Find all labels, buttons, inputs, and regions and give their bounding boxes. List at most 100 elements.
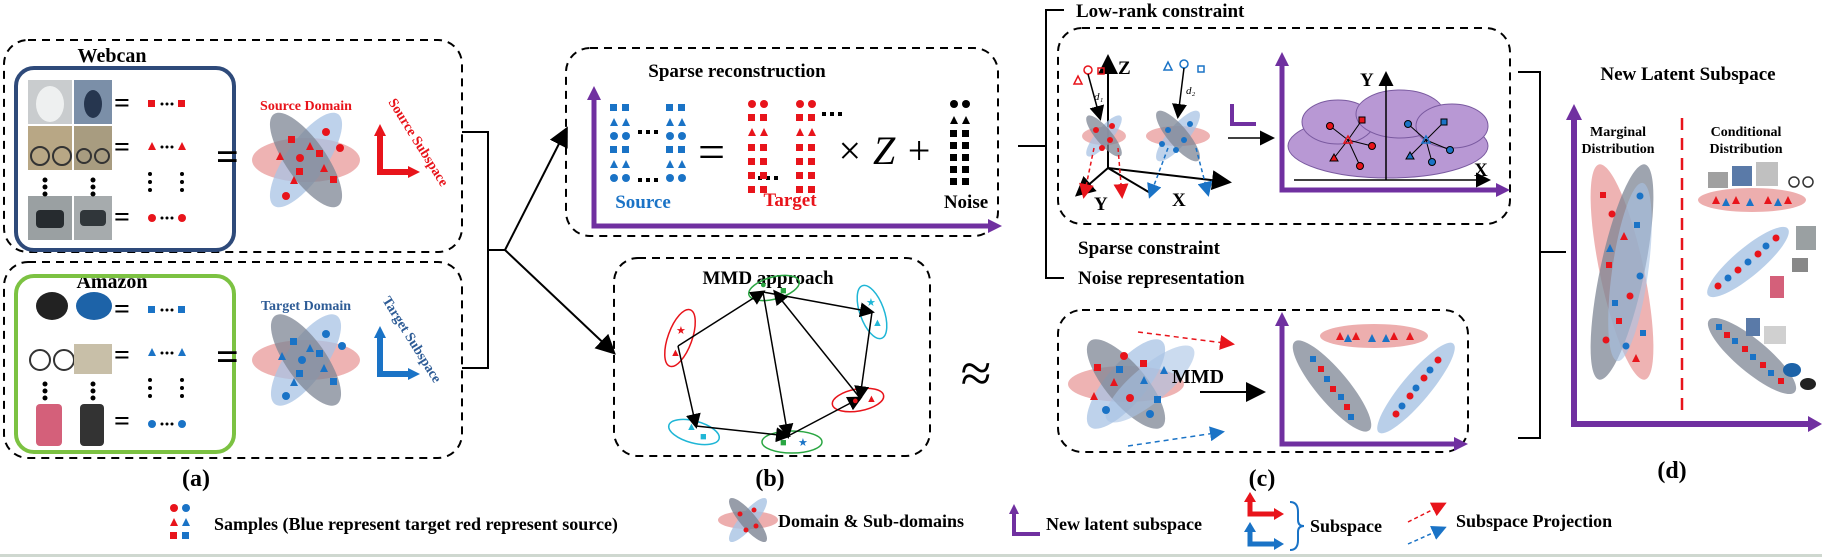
svg-text:▲: ▲ (686, 421, 697, 433)
marginal-distribution-label: Marginal Distribution (1581, 125, 1654, 157)
cloud-shape (1287, 89, 1489, 179)
times-z-plus: × Z + (836, 128, 932, 173)
mixed-cluster (1068, 339, 1195, 429)
mmd-graph: ★▲ ● ■ ★▲ ● ▲ ▲■ ■ ★ (664, 274, 888, 454)
bottom-strip (0, 554, 1822, 557)
svg-text:★: ★ (676, 325, 686, 337)
webcan-thumbnails (28, 80, 112, 240)
caption-b: (b) (755, 466, 784, 492)
caption-a: (a) (182, 466, 210, 492)
svg-text:▲: ▲ (866, 393, 877, 405)
connector-c-d (1518, 71, 1566, 439)
source-domain-label: Source Domain (260, 99, 352, 114)
caption-d: (d) (1657, 458, 1686, 484)
svg-text:■: ■ (780, 437, 787, 449)
svg-text:■: ■ (700, 431, 707, 443)
thumb-amazon-mouse-2 (76, 292, 112, 320)
svg-text:●: ● (852, 395, 859, 407)
legend-latent: New latent subspace (1046, 514, 1202, 534)
source-matrix (610, 104, 686, 182)
thumb-amazon-bike (29, 349, 51, 371)
caption-c: (c) (1249, 466, 1276, 492)
source-star-graph (1326, 116, 1376, 170)
connector-b-c (1018, 9, 1064, 279)
svg-text:■: ■ (780, 285, 787, 297)
webcan-sample-vectors (148, 100, 186, 222)
legend-samples: Samples (Blue represent target red repre… (214, 514, 618, 535)
svg-text:=: = (114, 202, 130, 233)
legend: Samples (Blue represent target red repre… (170, 492, 1612, 551)
separated-clusters (1292, 324, 1455, 434)
domain-legend-icon (718, 497, 778, 543)
svg-text:=: = (114, 132, 130, 163)
thumb-amazon-phone-2 (80, 404, 104, 446)
d2-label: d₂ (1186, 85, 1196, 97)
thumb-bike-2 (74, 126, 112, 170)
source-subspace-axes (374, 124, 420, 178)
latent-legend-icon (1009, 504, 1040, 536)
amazon-thumbnails (29, 292, 112, 446)
target-label: Target (763, 190, 817, 211)
axis-z-label: Z (1118, 58, 1131, 79)
low-rank-label: Low-rank constraint (1076, 1, 1245, 22)
legend-domains: Domain & Sub-domains (778, 511, 964, 531)
svg-text:★: ★ (866, 297, 876, 309)
amazon-sample-vectors (148, 306, 186, 428)
connector-a-b (462, 126, 616, 369)
new-latent-subspace-title: New Latent Subspace (1600, 64, 1775, 85)
subspace-legend-icon (1244, 492, 1305, 551)
legend-projection: Subspace Projection (1456, 511, 1612, 531)
noise-representation-label: Noise representation (1078, 268, 1245, 289)
webcan-dashed-box (3, 39, 463, 253)
panel-b: Sparse reconstruction = (565, 47, 1002, 492)
svg-text:▲: ▲ (670, 347, 681, 359)
axis-y-3d-label: Y (1094, 194, 1108, 215)
marginal-cluster (1590, 164, 1654, 380)
d1-label: d₁ (1094, 91, 1104, 103)
conditional-distribution-label: Conditional Distribution (1709, 125, 1782, 157)
webcan-frame (14, 66, 236, 252)
thumb-amazon-phone (36, 404, 62, 446)
noise-matrix (950, 100, 970, 185)
ellipsis-dots (42, 177, 96, 401)
svg-text:=: = (114, 88, 130, 119)
target-subspace-axes (374, 326, 420, 380)
mmd-box (613, 257, 931, 457)
low-rank-box (1057, 27, 1511, 225)
thumb-amazon-bike-2 (74, 344, 112, 374)
mmd-label: MMD (1172, 366, 1224, 388)
projection-legend-icon (1407, 502, 1447, 545)
panel-d: New Latent Subspace Marginal Distribution… (1566, 64, 1822, 484)
source-cluster-3d (1082, 115, 1126, 157)
panel-a: Webcan Amazon (3, 39, 463, 492)
xy-axes (1294, 71, 1491, 188)
amazon-dashed-box (3, 261, 463, 459)
svg-text:=: = (216, 134, 239, 179)
noise-label: Noise (944, 192, 988, 213)
thumb-amazon-mouse (36, 292, 68, 320)
svg-text:=: = (114, 294, 130, 325)
distance-markers (1072, 59, 1205, 121)
source-domain-cluster (252, 112, 360, 208)
panel-c: Low-rank constraint Z Y X (1057, 1, 1511, 492)
svg-text:★: ★ (798, 437, 808, 449)
axis-x-label: X (1474, 160, 1488, 181)
samples-legend-icon (170, 504, 190, 539)
svg-text:=: = (114, 406, 130, 437)
axis-y-label: Y (1360, 70, 1374, 91)
svg-text:=: = (216, 334, 239, 379)
svg-text:●: ● (760, 279, 767, 291)
approx-sign: ≈ (961, 343, 992, 405)
target-matrix (748, 100, 816, 193)
target-cluster-3d (1146, 110, 1210, 162)
source-label: Source (615, 192, 671, 213)
conditional-clusters (1698, 162, 1816, 395)
axis-x-3d-label: X (1172, 190, 1186, 211)
sparse-constraint-label: Sparse constraint (1078, 238, 1221, 259)
target-domain-cluster (252, 314, 360, 406)
svg-text:=: = (114, 340, 130, 371)
equals-sign: = (698, 126, 725, 179)
target-star-graph (1404, 118, 1454, 166)
legend-subspace: Subspace (1310, 516, 1382, 536)
